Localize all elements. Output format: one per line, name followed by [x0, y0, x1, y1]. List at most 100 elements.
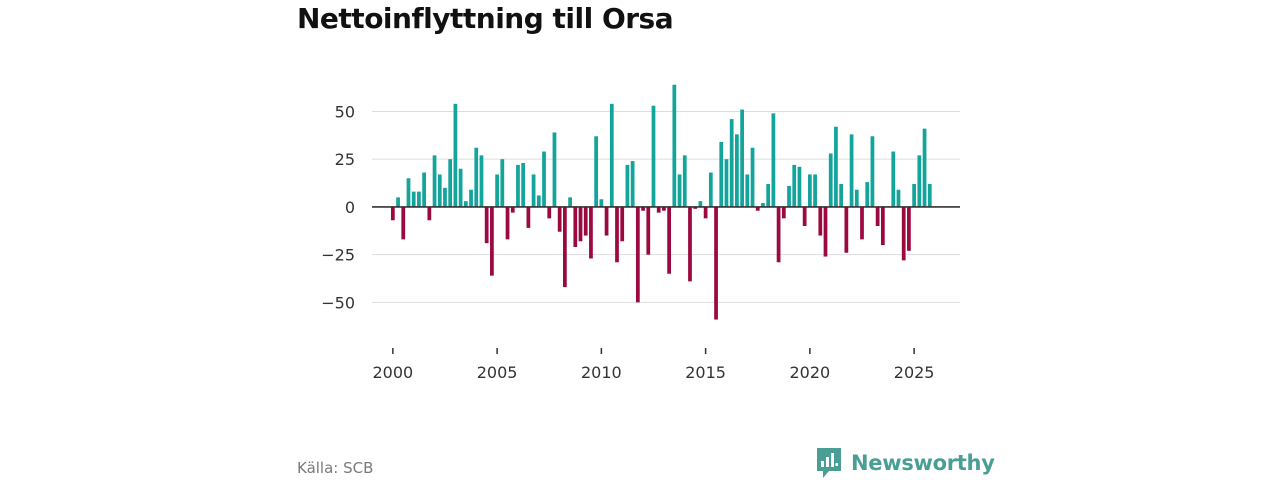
bar	[714, 206, 718, 320]
bar	[724, 159, 729, 207]
bar	[907, 206, 911, 251]
bar	[834, 126, 838, 207]
bar	[766, 184, 771, 207]
bar	[563, 206, 567, 288]
bar	[453, 103, 458, 207]
bar	[880, 206, 885, 246]
bar	[917, 155, 922, 207]
bar	[411, 191, 416, 207]
bar	[922, 128, 927, 207]
y-tick-label: −50	[321, 293, 355, 312]
bar	[620, 206, 625, 242]
bar	[719, 142, 724, 207]
bar	[568, 197, 572, 207]
bar	[761, 203, 765, 207]
bar	[526, 206, 531, 228]
bar	[401, 206, 406, 240]
bar	[484, 206, 489, 244]
bar	[682, 155, 687, 207]
bar	[797, 166, 802, 207]
bar	[740, 109, 744, 207]
bar	[896, 189, 901, 207]
bar	[422, 172, 426, 207]
bar	[406, 178, 411, 207]
bar	[495, 174, 499, 207]
bar	[698, 201, 703, 207]
bar	[750, 147, 755, 207]
bar	[479, 155, 484, 207]
bar	[776, 206, 781, 263]
bar	[536, 195, 541, 207]
bars	[390, 84, 932, 320]
bar	[860, 206, 864, 240]
bar	[849, 134, 854, 207]
x-tick-label: 2000	[372, 363, 413, 382]
bar	[615, 206, 619, 263]
brand-logo[interactable]: Newsworthy	[815, 446, 995, 480]
grid-lines	[372, 110, 960, 303]
bar	[500, 159, 505, 207]
bar	[599, 199, 604, 207]
x-tick-label: 2025	[894, 363, 935, 382]
bar	[927, 184, 932, 207]
bar	[781, 206, 786, 219]
bar	[818, 206, 823, 236]
y-tick-label: 50	[335, 102, 355, 121]
bar	[505, 206, 510, 240]
bar	[542, 151, 546, 207]
bar	[802, 206, 807, 226]
bar	[630, 161, 635, 207]
bar	[427, 206, 432, 221]
brand-name: Newsworthy	[851, 451, 995, 475]
bar	[672, 84, 677, 207]
bar	[813, 174, 817, 207]
bar	[443, 187, 447, 207]
bar	[708, 172, 713, 207]
newsworthy-logo-icon	[817, 448, 841, 478]
bar	[865, 182, 870, 207]
bar	[729, 119, 734, 207]
bar	[521, 163, 526, 207]
x-tick-label: 2010	[581, 363, 622, 382]
bar	[448, 159, 453, 207]
bar	[625, 164, 630, 207]
bar	[635, 206, 640, 303]
bar	[516, 164, 520, 207]
bar	[474, 147, 479, 207]
bar-chart: 50 25 0 −25 −50 2000 2005 2010 2015 2020 2025	[321, 84, 960, 382]
bar	[823, 206, 828, 257]
bar	[839, 184, 844, 207]
bar	[547, 206, 552, 219]
bar	[604, 206, 609, 236]
bar	[677, 174, 682, 207]
bar	[594, 136, 599, 207]
bar	[583, 206, 588, 236]
bar	[854, 189, 859, 207]
bar	[578, 206, 583, 242]
bar	[390, 206, 395, 221]
bar	[552, 132, 557, 207]
bar	[735, 134, 739, 207]
bar	[693, 206, 698, 209]
bar	[463, 201, 468, 207]
x-tick-label: 2015	[685, 363, 726, 382]
bar	[432, 155, 437, 207]
bar	[662, 206, 666, 211]
bar	[755, 206, 760, 211]
bar	[656, 206, 661, 213]
bar	[646, 206, 651, 255]
bar	[792, 164, 797, 207]
bar	[458, 168, 463, 207]
bar	[589, 206, 593, 259]
bar	[651, 105, 656, 207]
bar	[891, 151, 896, 207]
bar	[787, 185, 791, 207]
bar	[573, 206, 578, 247]
source-label: Källa: SCB	[297, 459, 374, 477]
bar	[808, 174, 812, 207]
bar	[510, 206, 515, 213]
bar	[912, 184, 916, 207]
bar	[745, 174, 750, 207]
bar	[531, 174, 536, 207]
bar	[688, 206, 692, 282]
